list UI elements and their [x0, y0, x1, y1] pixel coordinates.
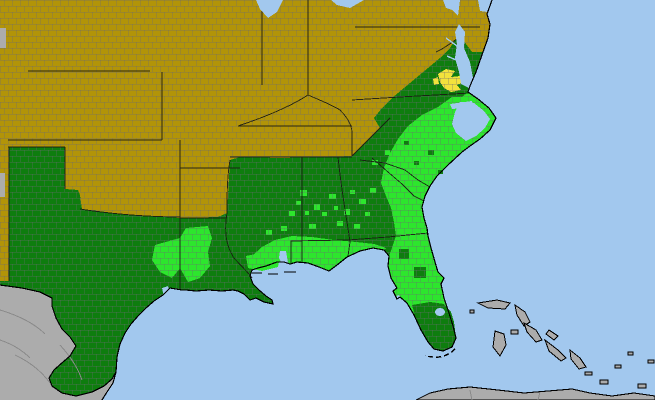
island-exuma [543, 338, 567, 362]
lake-pontchartrain [252, 271, 266, 281]
mississippi-barrier-islands [252, 271, 296, 275]
cuba [415, 386, 655, 400]
island-andros [492, 330, 507, 357]
state-boundaries [8, 0, 480, 290]
island-cat [545, 329, 559, 341]
mexico [0, 285, 116, 400]
florida-keys [424, 348, 456, 358]
pamlico-sound [452, 102, 490, 141]
west-edge-notch-1 [0, 28, 6, 48]
island-inagua [637, 383, 647, 389]
island-acklins [599, 379, 609, 385]
west-edge-notch-2 [0, 173, 5, 197]
island-bimini [469, 309, 475, 314]
island-eleuthera [523, 321, 543, 343]
island-long [569, 348, 587, 370]
island-abaco [514, 303, 531, 327]
chesapeake-bay [455, 24, 473, 88]
inland-water [162, 0, 492, 316]
lake-okeechobee [435, 308, 445, 316]
island-rum-cay [614, 364, 622, 369]
outside-region [0, 28, 655, 400]
mexico-state-lines [0, 309, 541, 400]
island-san-salvador [627, 351, 634, 356]
bahamas-islands [469, 299, 655, 389]
mexico-gulf-coast [101, 371, 117, 400]
lake-michigan [256, 0, 283, 18]
delaware-bay [478, 0, 492, 12]
island-new-providence [510, 329, 519, 335]
island-grand-bahama [476, 299, 511, 310]
coastline [0, 0, 497, 397]
island-ragged [584, 371, 593, 376]
upper-chesapeake [443, 0, 460, 16]
barrier-islands [252, 271, 456, 358]
potomac-river [445, 37, 458, 61]
island-samana [647, 359, 655, 364]
lake-erie [331, 0, 364, 8]
